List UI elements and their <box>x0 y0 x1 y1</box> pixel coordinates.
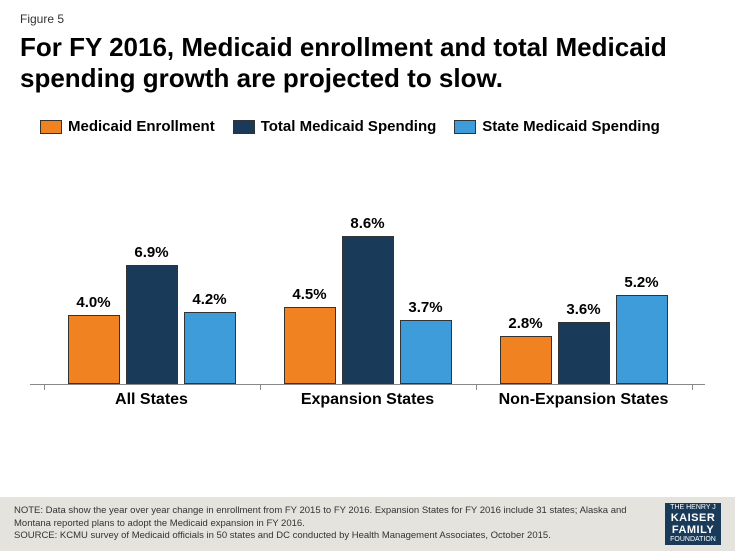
bar-value-label: 8.6% <box>350 215 384 232</box>
plot-region: 4.0% 6.9% 4.2% 4.5% 8.6% 3.7% 2.8% 3.6% 5.2% <box>30 145 705 385</box>
bar-value-label: 3.7% <box>408 299 442 316</box>
figure-label: Figure 5 <box>20 12 715 26</box>
bar <box>342 236 394 385</box>
bar <box>616 295 668 385</box>
legend-label: Medicaid Enrollment <box>68 118 215 135</box>
bar-value-label: 3.6% <box>566 301 600 318</box>
bar <box>400 320 452 384</box>
chart-title: For FY 2016, Medicaid enrollment and tot… <box>20 32 715 94</box>
category-label: Expansion States <box>301 391 434 409</box>
bar-group: 4.0% 6.9% 4.2% <box>68 244 236 384</box>
bar-group: 2.8% 3.6% 5.2% <box>500 274 668 385</box>
footer: NOTE: Data show the year over year chang… <box>0 497 735 551</box>
bar-value-label: 4.2% <box>192 291 226 308</box>
legend-label: State Medicaid Spending <box>482 118 660 135</box>
legend-item: Total Medicaid Spending <box>233 118 437 135</box>
title-line-2: spending growth are projected to slow. <box>20 63 503 93</box>
x-axis-labels: All States Expansion States Non-Expansion … <box>30 385 705 415</box>
bar-wrap: 3.7% <box>400 299 452 384</box>
bar-wrap: 4.0% <box>68 294 120 384</box>
legend-item: Medicaid Enrollment <box>40 118 215 135</box>
logo-mid2: FAMILY <box>667 524 719 536</box>
logo-mid1: KAISER <box>667 512 719 524</box>
legend-swatch <box>233 120 255 134</box>
legend: Medicaid Enrollment Total Medicaid Spendi… <box>20 118 715 135</box>
bar-wrap: 3.6% <box>558 301 610 384</box>
legend-item: State Medicaid Spending <box>454 118 660 135</box>
bar-value-label: 4.0% <box>76 294 110 311</box>
bar-wrap: 4.5% <box>284 286 336 385</box>
bar-wrap: 4.2% <box>184 291 236 385</box>
bar-value-label: 6.9% <box>134 244 168 261</box>
bar-group: 4.5% 8.6% 3.7% <box>284 215 452 385</box>
footer-text: NOTE: Data show the year over year chang… <box>14 505 655 543</box>
legend-label: Total Medicaid Spending <box>261 118 437 135</box>
bar-value-label: 2.8% <box>508 315 542 332</box>
chart-area: 4.0% 6.9% 4.2% 4.5% 8.6% 3.7% 2.8% 3.6% 5.2% All… <box>30 145 705 415</box>
bar <box>284 307 336 385</box>
category-label: All States <box>115 391 188 409</box>
bar <box>126 265 178 384</box>
bar-wrap: 2.8% <box>500 315 552 384</box>
bar <box>500 336 552 384</box>
kff-logo: THE HENRY J KAISER FAMILY FOUNDATION <box>665 503 721 545</box>
bar <box>68 315 120 384</box>
legend-swatch <box>40 120 62 134</box>
bar-value-label: 4.5% <box>292 286 326 303</box>
bar <box>558 322 610 384</box>
legend-swatch <box>454 120 476 134</box>
title-line-1: For FY 2016, Medicaid enrollment and tot… <box>20 32 667 62</box>
bar-wrap: 5.2% <box>616 274 668 385</box>
bar <box>184 312 236 385</box>
footer-source: SOURCE: KCMU survey of Medicaid official… <box>14 530 655 543</box>
logo-top: THE HENRY J <box>667 504 719 512</box>
category-label: Non-Expansion States <box>499 391 669 409</box>
logo-bottom: FOUNDATION <box>667 536 719 544</box>
bar-wrap: 6.9% <box>126 244 178 384</box>
bar-wrap: 8.6% <box>342 215 394 385</box>
bar-value-label: 5.2% <box>624 274 658 291</box>
footer-note: NOTE: Data show the year over year chang… <box>14 505 655 531</box>
